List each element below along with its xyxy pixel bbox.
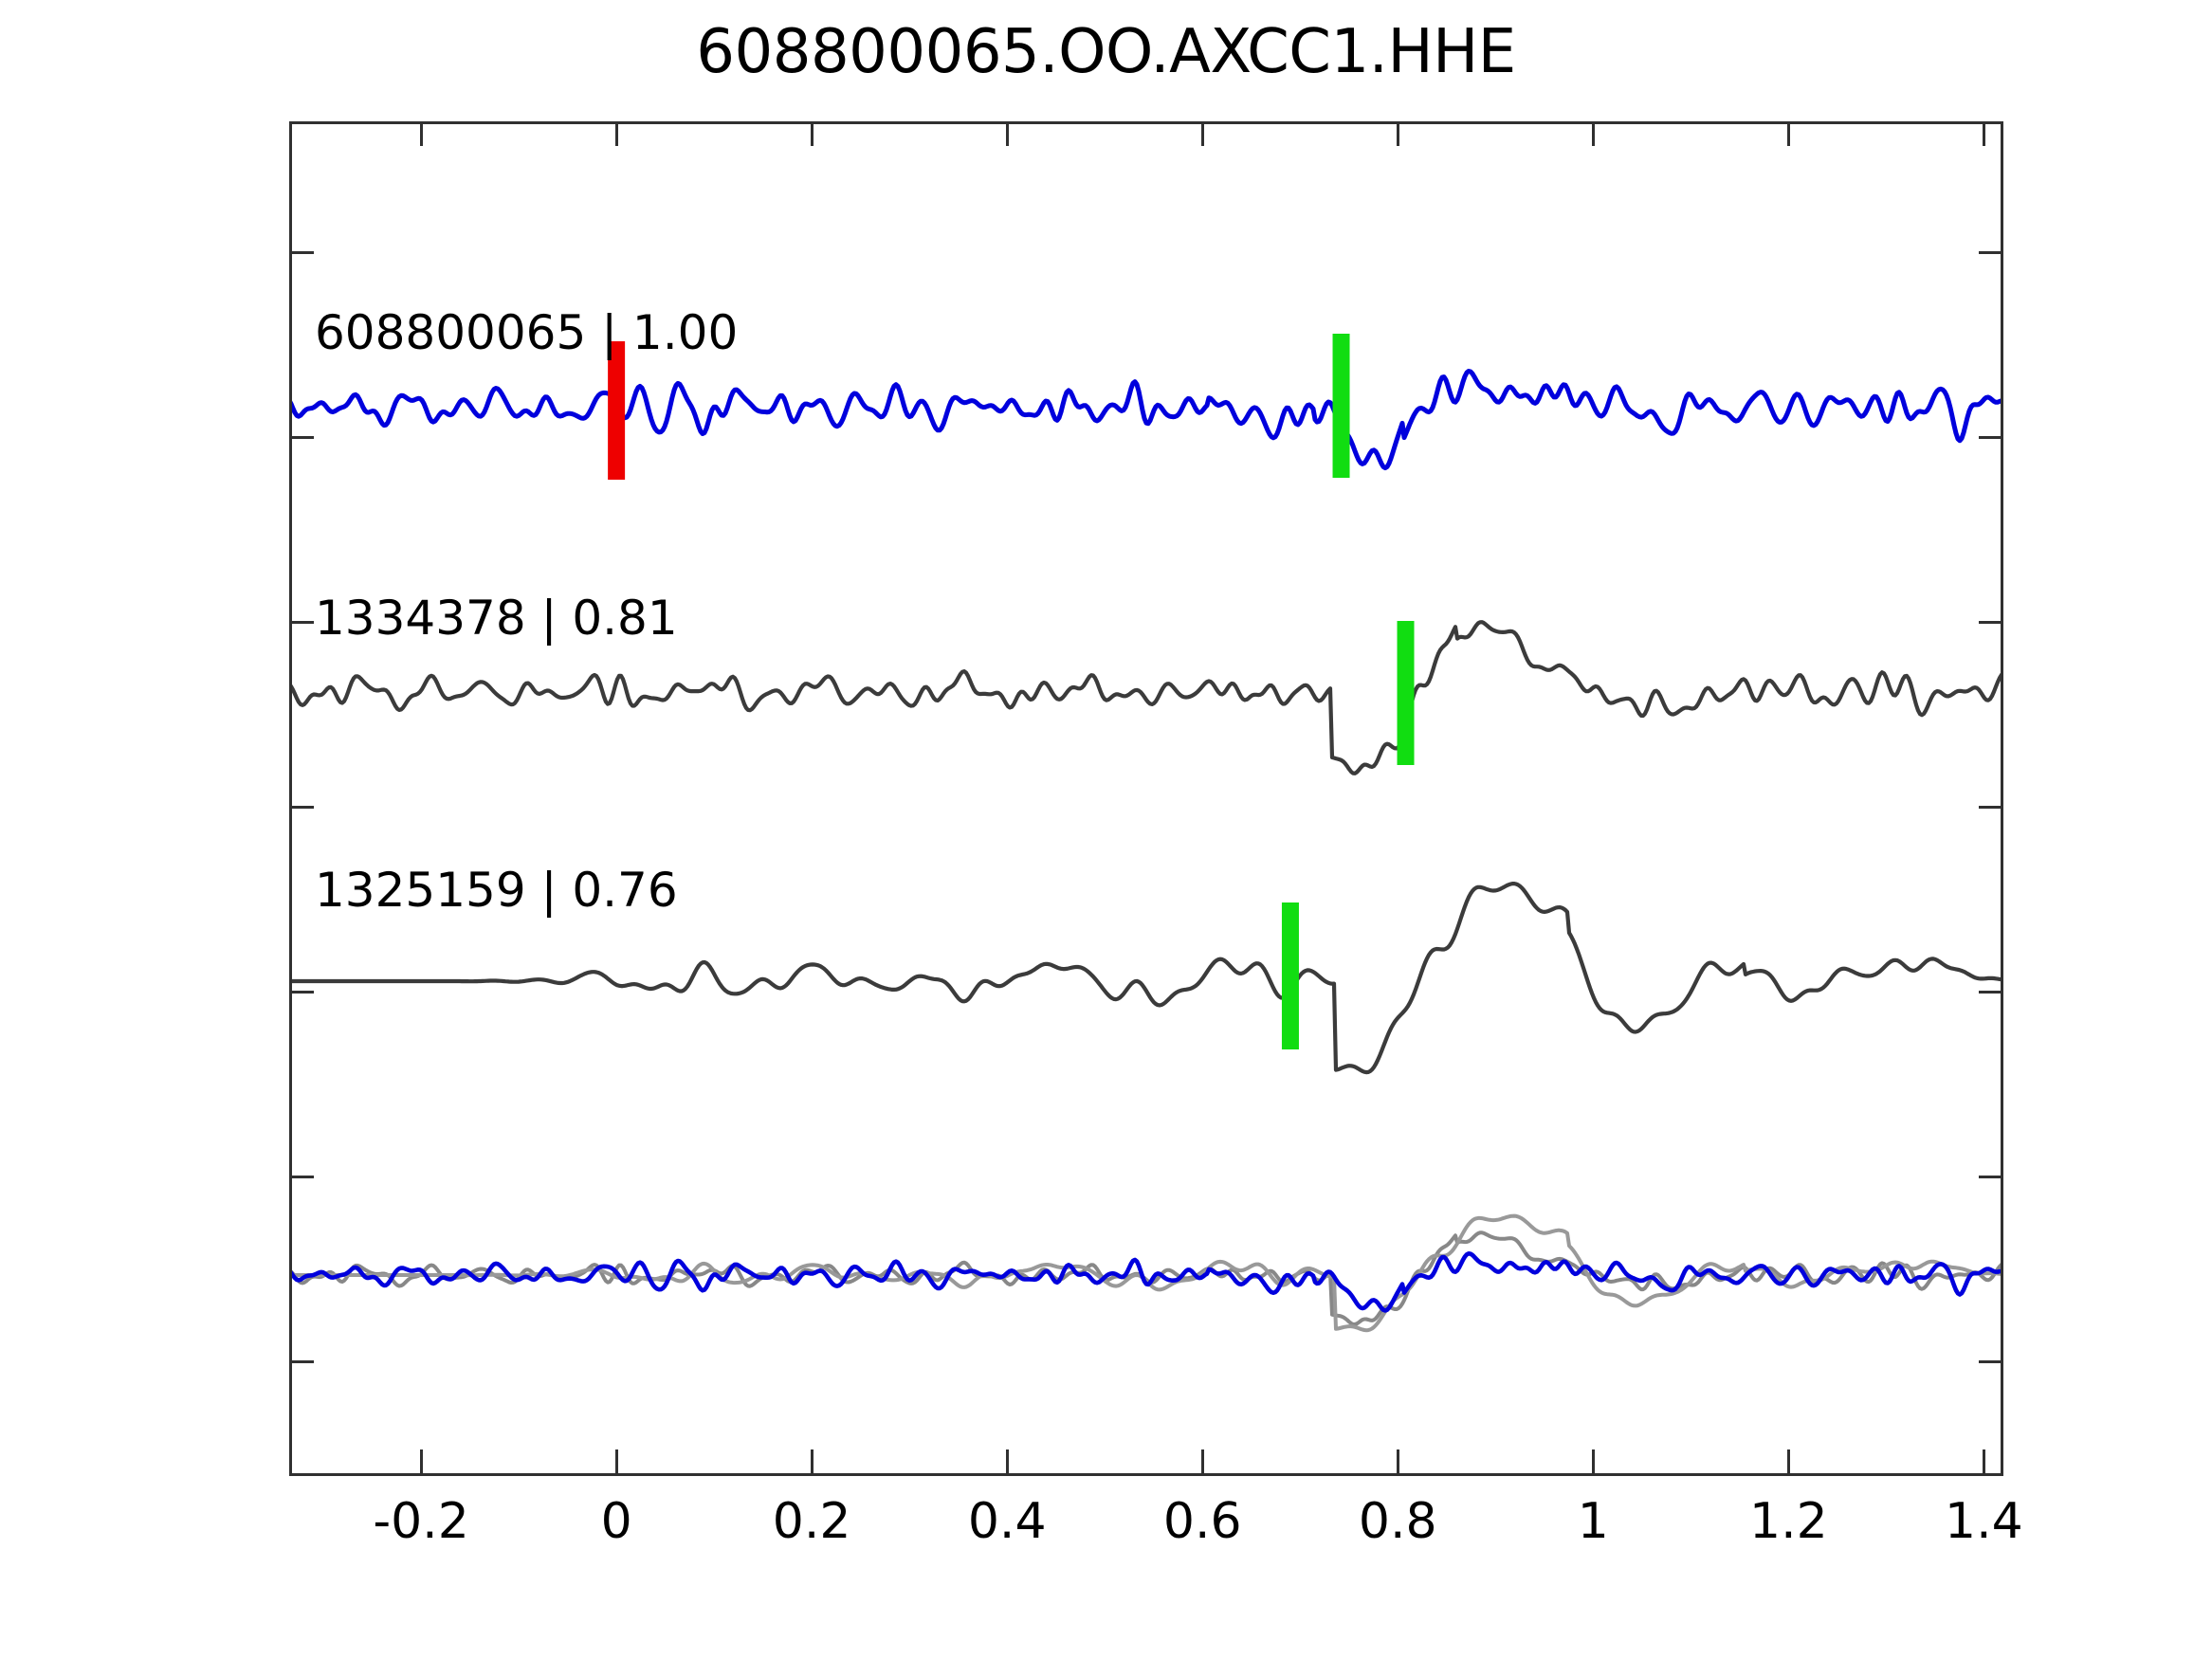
overlay-line-608800065 — [289, 1251, 2003, 1313]
y-tick-mark-right-6 — [1979, 1360, 2003, 1363]
x-tick-label-7: 1.2 — [1748, 1493, 1828, 1550]
y-tick-mark-right-0 — [1979, 251, 2003, 254]
x-tick-mark-6 — [1591, 1449, 1595, 1476]
y-tick-mark-left-5 — [289, 1176, 314, 1178]
x-tick-mark-top-4 — [1200, 121, 1204, 146]
x-tick-mark-top-5 — [1396, 121, 1399, 146]
trace-label-1334378: 1334378 | 0.81 — [315, 591, 678, 646]
x-tick-mark-top-3 — [1005, 121, 1009, 146]
x-tick-mark-top-6 — [1591, 121, 1595, 146]
x-tick-mark-top-1 — [614, 121, 618, 146]
x-tick-label-1: 0 — [600, 1493, 632, 1550]
x-tick-mark-top-8 — [1982, 121, 1985, 146]
y-tick-mark-left-0 — [289, 251, 314, 254]
trace-line-1334378 — [289, 620, 2003, 775]
y-tick-mark-right-4 — [1979, 991, 2003, 994]
x-tick-mark-top-7 — [1786, 121, 1790, 146]
y-tick-mark-right-2 — [1979, 621, 2003, 624]
pick-marker-detection-pick-1334378 — [1397, 621, 1415, 765]
trace-label-608800065: 608800065 | 1.00 — [315, 305, 739, 360]
x-tick-label-4: 0.6 — [1162, 1493, 1242, 1550]
x-tick-mark-1 — [614, 1449, 618, 1476]
pick-marker-detection-pick-1325159 — [1281, 902, 1299, 1049]
trace-line-608800065 — [289, 369, 2003, 471]
y-tick-mark-left-1 — [289, 436, 314, 439]
x-tick-label-8: 1.4 — [1945, 1493, 2023, 1550]
x-tick-mark-top-0 — [419, 121, 423, 146]
x-tick-mark-top-2 — [810, 121, 814, 146]
trace-label-1325159: 1325159 | 0.76 — [315, 863, 678, 918]
page-title: 608800065.OO.AXCC1.HHE — [696, 17, 1516, 87]
x-tick-mark-4 — [1200, 1449, 1204, 1476]
x-tick-mark-0 — [419, 1449, 423, 1476]
x-tick-mark-7 — [1786, 1449, 1790, 1476]
x-tick-label-0: -0.2 — [373, 1493, 469, 1550]
x-tick-label-3: 0.4 — [967, 1493, 1047, 1550]
y-tick-mark-left-4 — [289, 991, 314, 994]
pick-marker-detection-pick-608800065 — [1332, 334, 1350, 478]
x-tick-label-2: 0.2 — [772, 1493, 851, 1550]
y-tick-mark-right-3 — [1979, 806, 2003, 809]
y-tick-mark-right-1 — [1979, 436, 2003, 439]
x-tick-label-6: 1 — [1577, 1493, 1609, 1550]
trace-line-1325159 — [289, 882, 2003, 1075]
y-tick-mark-right-5 — [1979, 1176, 2003, 1178]
y-tick-mark-left-2 — [289, 621, 314, 624]
trace-svg — [289, 334, 2003, 1333]
pick-marker-reference-pick-608800065 — [608, 341, 626, 480]
x-tick-mark-2 — [810, 1449, 814, 1476]
x-tick-mark-8 — [1982, 1449, 1985, 1476]
x-tick-mark-3 — [1005, 1449, 1009, 1476]
x-tick-label-5: 0.8 — [1358, 1493, 1437, 1550]
y-tick-mark-left-3 — [289, 806, 314, 809]
y-tick-mark-left-6 — [289, 1360, 314, 1363]
x-tick-mark-5 — [1396, 1449, 1399, 1476]
